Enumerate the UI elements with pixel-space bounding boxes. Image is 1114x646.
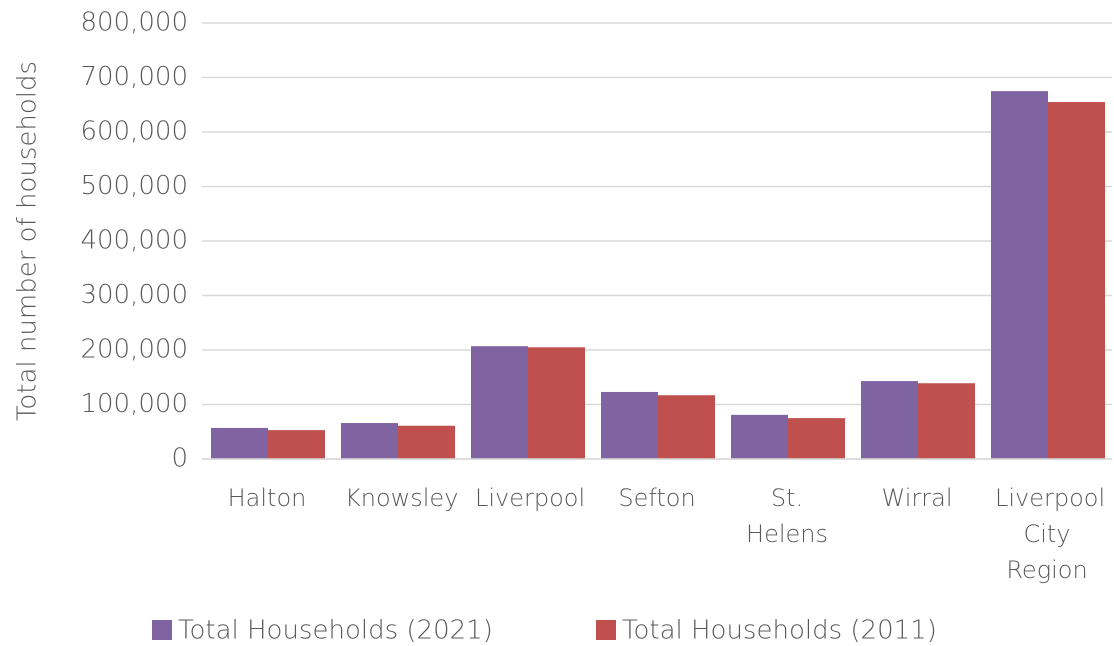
legend-swatch [596,620,616,640]
x-tick-label: Knowsley [345,484,459,512]
bar [398,425,455,459]
bar [788,418,845,459]
bar [861,381,918,459]
y-tick-label: 100,000 [80,389,188,419]
bar [471,346,528,459]
x-tick-label: Liverpool [475,484,586,512]
bar [601,391,658,459]
x-tick-label: Wirral [881,484,953,512]
x-tick-label: Liverpool City Region [995,484,1106,584]
legend-label: Total Households (2021) [178,616,493,646]
bar [918,383,975,459]
y-axis-label: Total number of households [13,61,43,421]
y-tick-label: 500,000 [80,171,188,201]
legend-swatch [152,620,172,640]
bar [341,423,398,459]
y-tick-label: 800,000 [80,8,188,38]
x-tick-label: St. Helens [746,484,828,548]
bar [658,395,715,459]
x-tick-label: Sefton [618,484,696,512]
legend-label: Total Households (2011) [622,616,937,646]
bar [211,427,268,459]
bar [731,414,788,459]
bar [528,347,585,459]
y-tick-label: 400,000 [80,226,188,256]
y-tick-label: 700,000 [80,62,188,92]
y-tick-label: 300,000 [80,280,188,310]
bar [268,430,325,459]
y-tick-label: 600,000 [80,117,188,147]
y-tick-label: 200,000 [80,335,188,365]
bar [991,91,1048,459]
bar [1048,102,1105,460]
x-tick-label: Halton [227,484,307,512]
y-tick-label: 0 [171,444,188,474]
